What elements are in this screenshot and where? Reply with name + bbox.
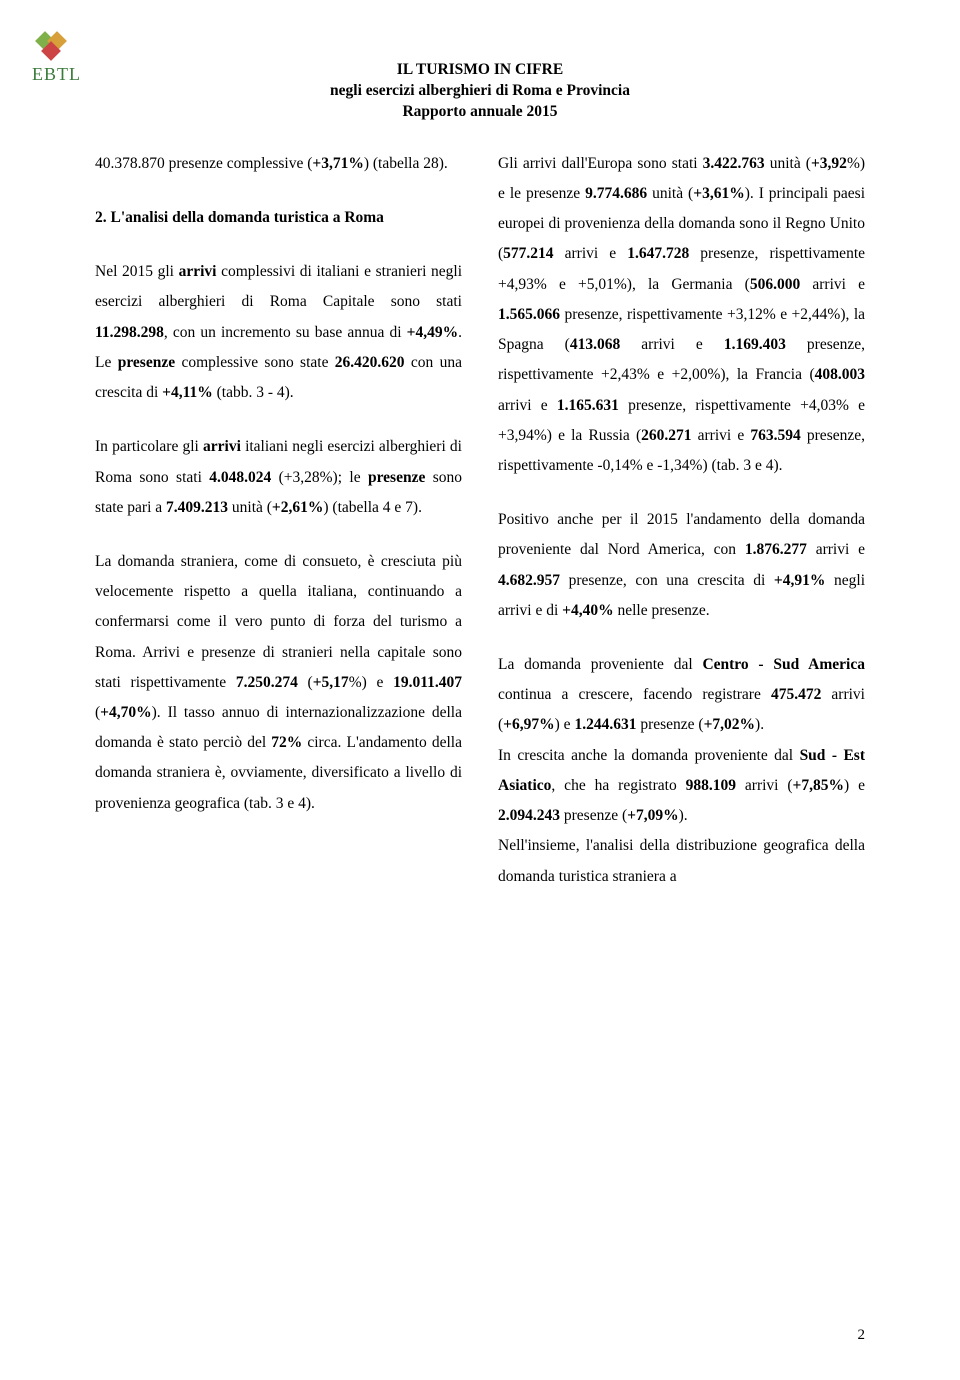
logo-text: EBTL: [32, 64, 92, 85]
left-p3: Nel 2015 gli arrivi complessivi di itali…: [95, 257, 462, 408]
right-p3: La domanda proveniente dal Centro - Sud …: [498, 650, 865, 741]
right-p1: Gli arrivi dall'Europa sono stati 3.422.…: [498, 149, 865, 481]
right-p5: Nell'insieme, l'analisi della distribuzi…: [498, 831, 865, 891]
left-column: 40.378.870 presenze complessive (+3,71%)…: [95, 149, 462, 916]
page-number: 2: [858, 1327, 866, 1344]
two-column-body: 40.378.870 presenze complessive (+3,71%)…: [95, 149, 865, 916]
header-line-3: Rapporto annuale 2015: [95, 102, 865, 123]
header-line-1: IL TURISMO IN CIFRE: [95, 60, 865, 81]
right-column: Gli arrivi dall'Europa sono stati 3.422.…: [498, 149, 865, 916]
ebtl-logo: EBTL: [32, 32, 92, 80]
logo-squares-icon: [32, 32, 74, 62]
right-p4: In crescita anche la domanda proveniente…: [498, 741, 865, 832]
left-p1: 40.378.870 presenze complessive (+3,71%)…: [95, 149, 462, 179]
report-header: IL TURISMO IN CIFRE negli esercizi alber…: [95, 60, 865, 123]
left-p4: In particolare gli arrivi italiani negli…: [95, 432, 462, 523]
header-line-2: negli esercizi alberghieri di Roma e Pro…: [95, 81, 865, 102]
section-2-title: 2. L'analisi della domanda turistica a R…: [95, 203, 462, 233]
left-p5: La domanda straniera, come di consueto, …: [95, 547, 462, 819]
right-p2: Positivo anche per il 2015 l'andamento d…: [498, 505, 865, 626]
